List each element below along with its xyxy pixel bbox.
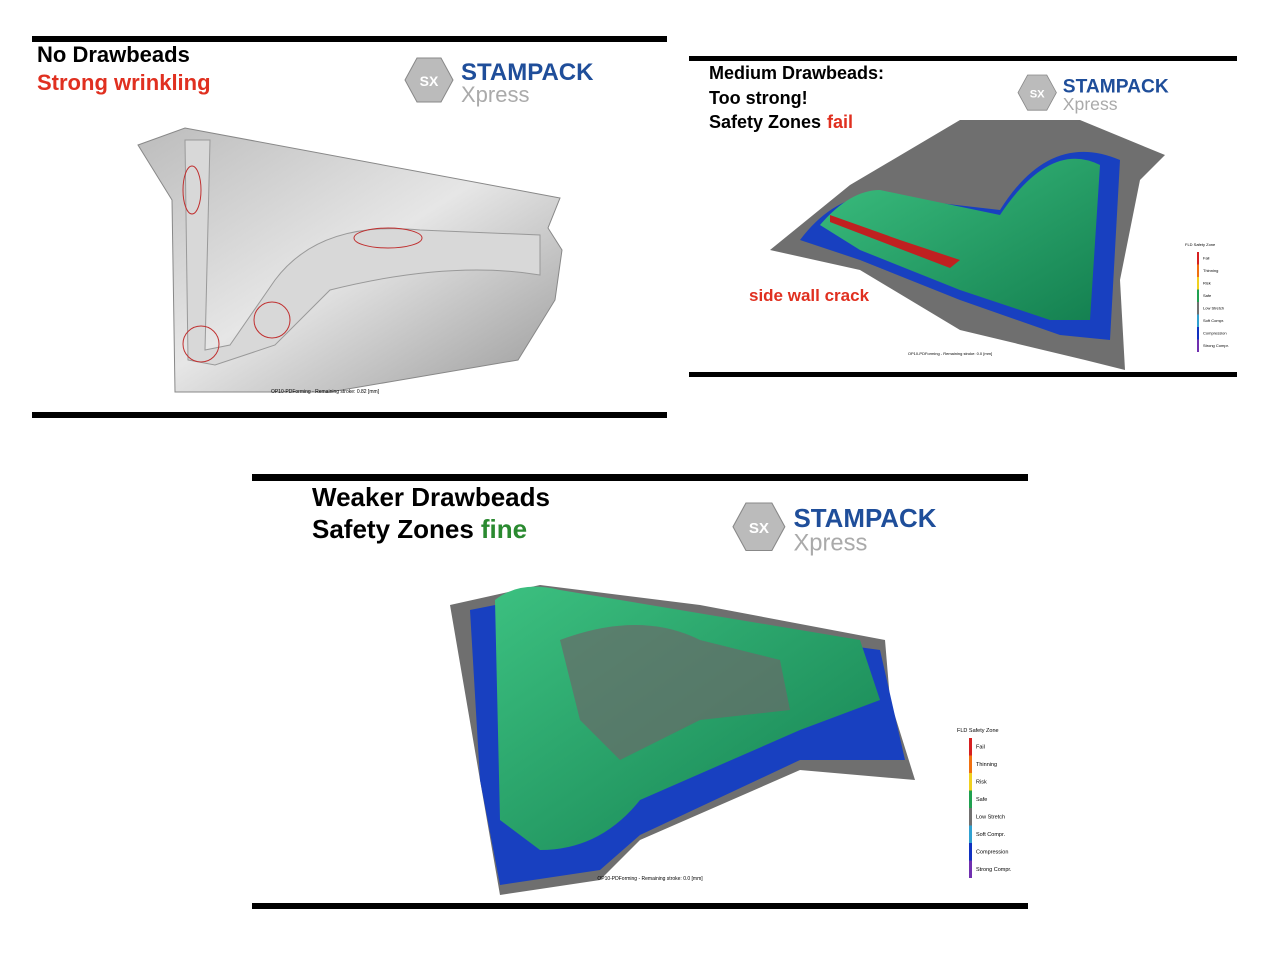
logo: SX STAMPACK Xpress	[1017, 74, 1169, 114]
legend-swatch	[969, 825, 972, 843]
bottom-bar	[252, 903, 1028, 909]
part-shape	[184, 139, 541, 366]
legend-swatch	[1197, 264, 1199, 277]
logo-brand: STAMPACK	[1063, 77, 1169, 98]
legend-label: Risk	[976, 780, 987, 786]
logo-badge-text: SX	[749, 520, 769, 537]
legend-title: FLD Safety Zone	[957, 728, 999, 734]
low-stretch-zone	[560, 625, 790, 760]
legend-swatch	[969, 808, 972, 826]
logo-badge	[404, 57, 454, 103]
legend-label: Thinning	[1203, 268, 1218, 273]
legend-swatch	[969, 860, 972, 878]
legend-swatch	[1197, 339, 1199, 352]
title: Strong wrinkling	[37, 70, 211, 95]
legend-label: Strong Compr.	[1203, 343, 1229, 348]
legend-swatch	[1197, 314, 1199, 327]
status-line: Safety Zones fine	[312, 514, 527, 544]
status-line: Safety Zones fail	[709, 112, 853, 132]
bottom-bar	[689, 372, 1237, 377]
title: No Drawbeads	[37, 42, 190, 67]
top-bar	[32, 36, 667, 42]
legend-label: Low Stretch	[1203, 306, 1224, 311]
wrinkle-marker	[182, 165, 202, 215]
legend-label: Compression	[1203, 331, 1227, 336]
legend-swatch	[1197, 252, 1199, 265]
top-bar	[252, 474, 1028, 481]
logo-badge-text: SX	[1030, 88, 1045, 100]
legend-swatch	[969, 738, 972, 756]
caption: OP10-PDForming - Remaining stroke: 0.0 […	[908, 351, 992, 356]
wrinkle-marker	[353, 227, 423, 249]
legend-swatch	[969, 755, 972, 773]
wrinkle-marker	[253, 301, 291, 339]
status-label: Safety Zones	[312, 514, 474, 544]
legend-swatch	[969, 843, 972, 861]
top-bar	[689, 56, 1237, 61]
fail-zone	[830, 215, 960, 268]
legend-label: Safe	[976, 797, 987, 803]
caption: OP10-PDForming - Remaining stroke: 0.82 …	[271, 389, 380, 395]
legend-label: Risk	[1203, 281, 1211, 286]
logo-badge	[732, 502, 786, 552]
legend-label: Strong Compr.	[976, 867, 1012, 873]
legend-label: Soft Compr.	[976, 832, 1006, 838]
legend-label: Thinning	[976, 762, 997, 768]
legend-label: Compression	[976, 850, 1008, 856]
status: fail	[827, 112, 853, 132]
legend-label: Fail	[1203, 256, 1210, 261]
title: Medium Drawbeads:	[709, 63, 884, 83]
slide-2: Medium Drawbeads: Too strong! Safety Zon…	[689, 56, 1237, 377]
legend-swatch	[969, 773, 972, 791]
bottom-bar	[32, 412, 667, 418]
legend-swatch	[969, 790, 972, 808]
logo-sub: Xpress	[461, 82, 529, 107]
logo-badge	[1017, 74, 1057, 111]
logo-sub: Xpress	[1063, 94, 1118, 114]
legend-swatch	[1197, 302, 1199, 315]
status: fine	[481, 514, 527, 544]
legend-label: Low Stretch	[976, 815, 1005, 821]
caption: OP10-PDForming - Remaining stroke: 0.0 […	[597, 876, 703, 882]
legend-swatch	[1197, 289, 1199, 302]
legend-title: FLD Safety Zone	[1185, 242, 1216, 247]
title: Too strong!	[709, 88, 808, 108]
legend-swatch	[1197, 327, 1199, 340]
slide-1: No Drawbeads Strong wrinkling OP10-PDFor…	[32, 36, 667, 418]
safe-zone	[820, 158, 1100, 320]
logo: SX STAMPACK Xpress	[404, 57, 594, 107]
annotation: side wall crack	[749, 286, 870, 305]
logo-badge-text: SX	[420, 73, 439, 89]
logo-brand: STAMPACK	[793, 505, 936, 533]
status-label: Safety Zones	[709, 112, 821, 132]
logo-brand: STAMPACK	[461, 59, 594, 86]
logo-sub: Xpress	[793, 530, 867, 557]
legend: FLD Safety Zone Fail Thinning Risk Safe Low S…	[957, 728, 1012, 878]
legend-label: Soft Compr.	[1203, 318, 1224, 323]
legend-swatch	[1197, 277, 1199, 290]
slide-3: Weaker Drawbeads Safety Zones fine OP10-P…	[252, 474, 1028, 909]
legend-label: Safe	[1203, 293, 1212, 298]
wrinkle-marker	[182, 325, 220, 363]
legend: FLD Safety Zone Fail Thinning Risk Safe Low S…	[1185, 242, 1229, 352]
legend-label: Fail	[976, 745, 985, 751]
title: Weaker Drawbeads	[312, 482, 550, 512]
logo: SX STAMPACK Xpress	[732, 502, 937, 557]
